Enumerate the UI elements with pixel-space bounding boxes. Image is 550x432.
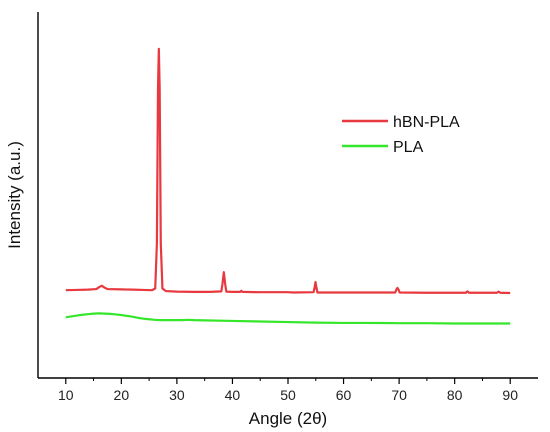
x-tick-label: 40 [225,387,241,403]
y-axis-title: Intensity (a.u.) [5,141,24,249]
x-tick-label: 70 [391,387,407,403]
x-tick-label: 90 [502,387,518,403]
legend-label: hBN-PLA [393,114,460,131]
axes: 10 20 30 40 50 60 70 80 90 [37,12,538,403]
series-line-pla [65,312,511,325]
legend-label: PLA [393,139,424,156]
x-tick-label: 30 [169,387,185,403]
series-line-hbn-pla [65,47,511,295]
x-axis-title: Angle (2θ) [249,409,327,428]
legend: hBN-PLA PLA [342,114,460,156]
x-tick-label: 10 [58,387,74,403]
x-tick-label: 50 [280,387,296,403]
x-tick-label: 80 [447,387,463,403]
x-tick-label: 60 [336,387,352,403]
series-layer [65,47,511,325]
x-tick-label: 20 [114,387,130,403]
